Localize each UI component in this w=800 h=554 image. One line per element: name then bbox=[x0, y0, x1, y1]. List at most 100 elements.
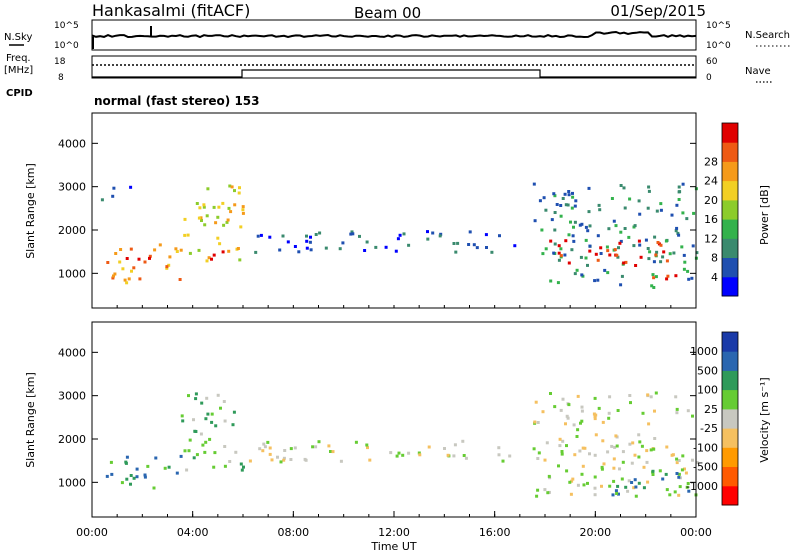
colorbar-swatch bbox=[722, 389, 738, 410]
data-cell bbox=[541, 252, 545, 256]
data-cell bbox=[183, 217, 187, 221]
data-cell bbox=[645, 449, 649, 453]
velocity-colorbar-label: Velocity [m s⁻¹] bbox=[758, 377, 771, 462]
data-cell bbox=[214, 221, 218, 225]
data-cell bbox=[216, 393, 220, 397]
data-cell bbox=[593, 415, 597, 419]
data-cell bbox=[199, 216, 203, 220]
data-cell bbox=[561, 439, 565, 443]
data-cell bbox=[677, 459, 681, 462]
data-cell bbox=[655, 250, 659, 254]
data-cell bbox=[632, 244, 636, 248]
data-cell bbox=[582, 483, 586, 487]
data-cell bbox=[593, 475, 597, 479]
data-cell bbox=[685, 485, 689, 489]
data-cell bbox=[571, 477, 575, 481]
data-cell bbox=[472, 243, 476, 247]
data-cell bbox=[227, 249, 231, 253]
data-cell bbox=[581, 464, 585, 468]
data-cell bbox=[576, 483, 580, 487]
data-cell bbox=[607, 227, 611, 231]
data-cell bbox=[634, 264, 638, 267]
data-cell bbox=[682, 253, 686, 257]
colorbar-swatch bbox=[722, 351, 738, 371]
data-cell bbox=[401, 453, 405, 457]
data-cell bbox=[438, 234, 442, 238]
data-cell bbox=[206, 187, 210, 191]
data-cell bbox=[678, 485, 682, 489]
data-cell bbox=[648, 250, 652, 254]
data-cell bbox=[233, 189, 236, 193]
data-cell bbox=[599, 246, 603, 250]
colorbar-swatch bbox=[722, 485, 738, 506]
data-cell bbox=[541, 410, 545, 414]
data-cell bbox=[598, 208, 602, 212]
data-cell bbox=[620, 274, 624, 278]
data-cell bbox=[241, 211, 245, 215]
colorbar-tick-label: -25 bbox=[700, 422, 718, 435]
data-cell bbox=[203, 223, 207, 227]
data-cell bbox=[658, 469, 662, 473]
data-cell bbox=[256, 234, 260, 238]
power-yaxis: 1000 2000 3000 4000 bbox=[58, 137, 696, 280]
colorbar-tick-label: 500 bbox=[697, 364, 718, 377]
data-cell bbox=[665, 259, 669, 263]
data-cell bbox=[228, 184, 232, 188]
data-cell bbox=[204, 417, 208, 421]
data-cell bbox=[553, 228, 557, 232]
data-cell bbox=[588, 244, 592, 248]
data-cell bbox=[468, 230, 472, 234]
data-cell bbox=[630, 481, 634, 484]
data-cell bbox=[148, 256, 151, 260]
data-cell bbox=[556, 281, 560, 285]
data-cell bbox=[443, 447, 446, 450]
data-cell bbox=[593, 486, 597, 490]
colorbar-swatch bbox=[722, 238, 738, 258]
nsearch-label: N.Search bbox=[745, 30, 790, 41]
data-cell bbox=[237, 191, 241, 195]
data-cell bbox=[608, 484, 612, 488]
data-cell bbox=[695, 461, 699, 465]
data-cell bbox=[687, 489, 691, 493]
data-cell bbox=[552, 192, 556, 196]
data-cell bbox=[226, 218, 230, 222]
data-cell bbox=[576, 394, 580, 398]
data-cell bbox=[691, 458, 694, 462]
nave-tick-top: 60 bbox=[706, 57, 718, 67]
data-cell bbox=[167, 263, 171, 267]
date-title: 01/Sep/2015 bbox=[610, 2, 706, 20]
data-cell bbox=[552, 251, 556, 255]
data-cell bbox=[616, 255, 620, 259]
data-cell bbox=[619, 239, 623, 243]
data-cell bbox=[628, 442, 632, 446]
data-cell bbox=[665, 488, 669, 492]
data-cell bbox=[615, 444, 619, 448]
data-cell bbox=[561, 197, 565, 200]
data-cell bbox=[221, 201, 225, 205]
data-cell bbox=[676, 231, 680, 235]
data-cell bbox=[637, 455, 641, 459]
data-cell bbox=[621, 460, 625, 464]
data-cell bbox=[125, 477, 129, 481]
data-cell bbox=[570, 479, 574, 483]
data-cell bbox=[132, 266, 136, 270]
data-cell bbox=[270, 458, 274, 462]
data-cell bbox=[254, 250, 258, 254]
data-cell bbox=[549, 239, 553, 243]
data-cell bbox=[580, 472, 584, 476]
data-cell bbox=[547, 490, 551, 494]
data-cell bbox=[638, 440, 642, 444]
data-cell bbox=[456, 241, 460, 245]
data-cell bbox=[573, 204, 577, 208]
data-cell bbox=[143, 475, 147, 479]
data-cell bbox=[234, 450, 238, 454]
data-cell bbox=[557, 464, 560, 468]
data-cell bbox=[618, 241, 622, 245]
data-cell bbox=[668, 252, 672, 256]
data-cell bbox=[544, 208, 548, 212]
data-cell bbox=[127, 277, 131, 281]
colorbar-tick-label: -100 bbox=[693, 441, 718, 454]
data-cell bbox=[614, 489, 618, 493]
data-cell bbox=[533, 420, 537, 424]
data-cell bbox=[627, 479, 631, 483]
